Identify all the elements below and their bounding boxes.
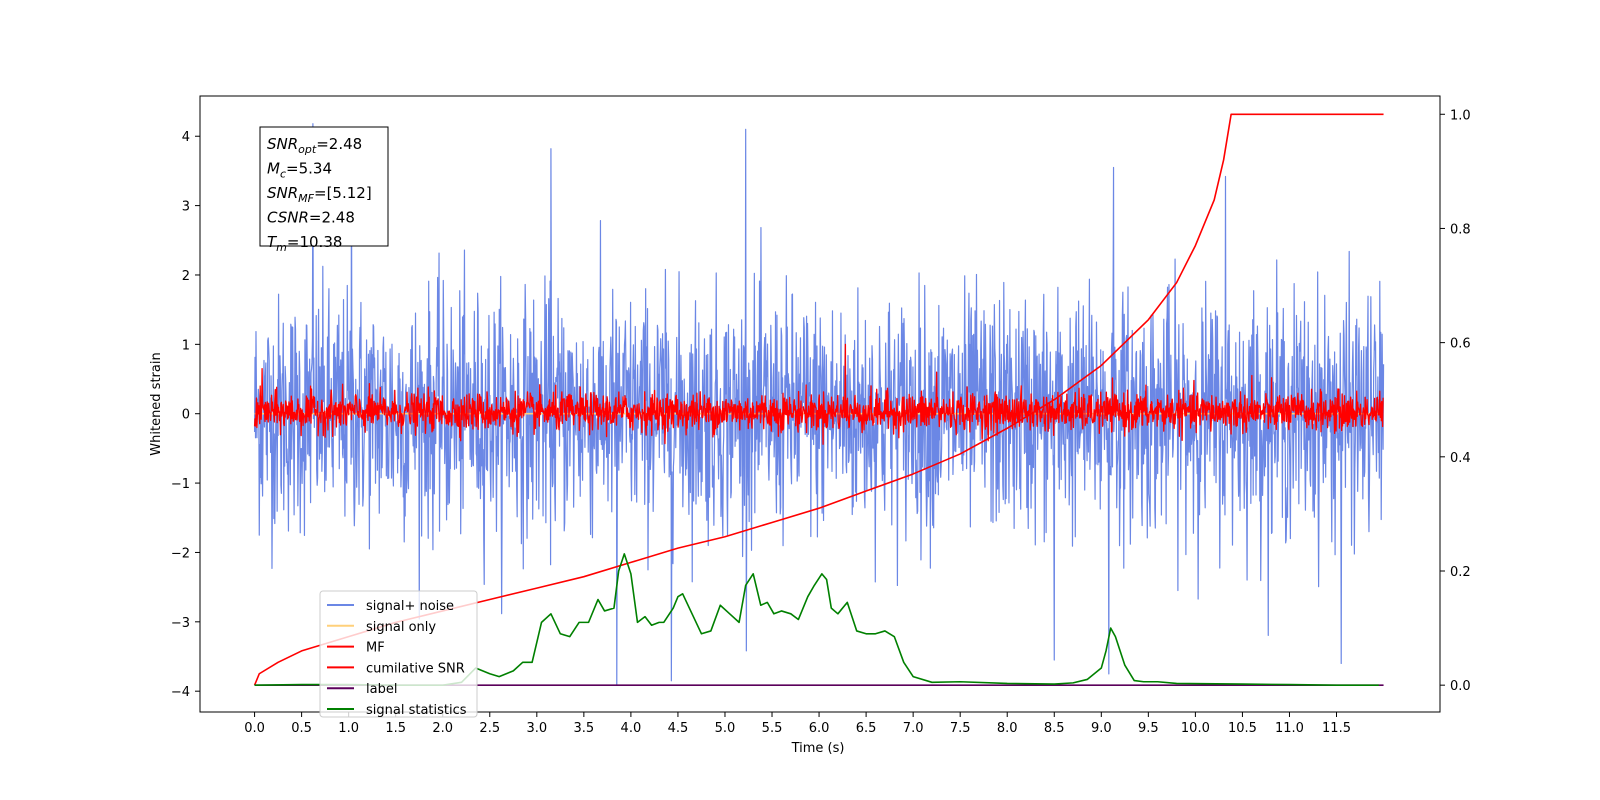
x-tick-label: 1.5 <box>385 721 406 736</box>
legend-label-cumilative-snr: cumilative SNR <box>366 661 465 676</box>
x-tick-label: 8.5 <box>1044 721 1065 736</box>
x-tick-label: 4.0 <box>621 721 642 736</box>
y2-tick-label: 0.8 <box>1450 222 1471 237</box>
legend-label-mf: MF <box>366 641 385 656</box>
x-tick-label: 4.5 <box>668 721 689 736</box>
x-axis-label: Time (s) <box>791 741 845 756</box>
y-tick-label: 2 <box>182 269 190 284</box>
x-tick-label: 7.5 <box>950 721 971 736</box>
y2-tick-label: 0.2 <box>1450 565 1471 580</box>
annotation-line: SNRopt=2.48 <box>267 135 362 156</box>
tick-layer: 0.0 0.5 1.0 1.5 2.0 2.5 3.0 3.5 4.0 4.5 5.0 5.5 6.0 6… <box>171 108 1471 736</box>
legend-label-signal-only: signal only <box>366 620 436 635</box>
x-tick-label: 9.5 <box>1138 721 1159 736</box>
legend-frame <box>319 590 478 718</box>
x-tick-label: 5.0 <box>715 721 736 736</box>
annotation-line: Tm=10.38 <box>267 233 342 254</box>
series-mf <box>253 343 1384 445</box>
y2-tick-label: 1.0 <box>1450 108 1471 123</box>
x-tick-label: 0.5 <box>291 721 312 736</box>
annotation-line: CSNR=2.48 <box>267 209 355 227</box>
x-tick-label: 3.0 <box>526 721 547 736</box>
x-tick-label: 2.5 <box>479 721 500 736</box>
y-tick-label: 0 <box>182 408 190 423</box>
x-tick-label: 10.5 <box>1228 721 1257 736</box>
y-tick-label: −3 <box>171 616 190 631</box>
x-tick-label: 1.0 <box>338 721 359 736</box>
y-tick-label: −4 <box>171 685 190 700</box>
x-tick-label: 10.0 <box>1181 721 1210 736</box>
y-tick-label: 3 <box>182 200 190 215</box>
annotation-lines: SNRopt=2.48 Mc=5.34 SNRMF=[5.12] CSNR=2.48 T… <box>267 135 372 254</box>
x-tick-label: 6.0 <box>809 721 830 736</box>
y-tick-label: 1 <box>182 338 190 353</box>
y-axis-label: Whitened strain <box>149 352 164 455</box>
y-tick-label: 4 <box>182 130 190 145</box>
legend: signal+ noise signal only MF cumilative SNR… <box>319 590 478 718</box>
x-tick-label: 3.5 <box>574 721 595 736</box>
series-signal-statistics <box>254 553 1379 686</box>
y-tick-label: −1 <box>171 477 190 492</box>
x-tick-label: 9.0 <box>1091 721 1112 736</box>
legend-label-signal-statistics: signal statistics <box>366 703 467 718</box>
y2-tick-label: 0.0 <box>1450 679 1471 694</box>
x-tick-label: 5.5 <box>762 721 783 736</box>
y2-tick-label: 0.6 <box>1450 337 1471 352</box>
x-tick-label: 2.0 <box>432 721 453 736</box>
legend-items: signal+ noise signal only MF cumilative SNR… <box>327 599 467 718</box>
x-tick-label: 6.5 <box>856 721 877 736</box>
legend-label-signal-noise: signal+ noise <box>366 599 454 614</box>
axes-frame <box>199 95 1441 713</box>
x-tick-label: 0.0 <box>244 721 265 736</box>
x-tick-label: 8.0 <box>997 721 1018 736</box>
annotation-frame <box>259 126 389 247</box>
y2-tick-label: 0.4 <box>1450 451 1471 466</box>
x-tick-label: 11.5 <box>1322 721 1351 736</box>
y-tick-label: −2 <box>171 546 190 561</box>
annotation-line: SNRMF=[5.12] <box>267 184 372 205</box>
x-tick-label: 7.0 <box>903 721 924 736</box>
annotation-line: Mc=5.34 <box>267 160 332 181</box>
legend-label-label: label <box>366 682 397 697</box>
x-tick-label: 11.0 <box>1275 721 1304 736</box>
annotation-box: SNRopt=2.48 Mc=5.34 SNRMF=[5.12] CSNR=2.48 T… <box>259 126 389 254</box>
